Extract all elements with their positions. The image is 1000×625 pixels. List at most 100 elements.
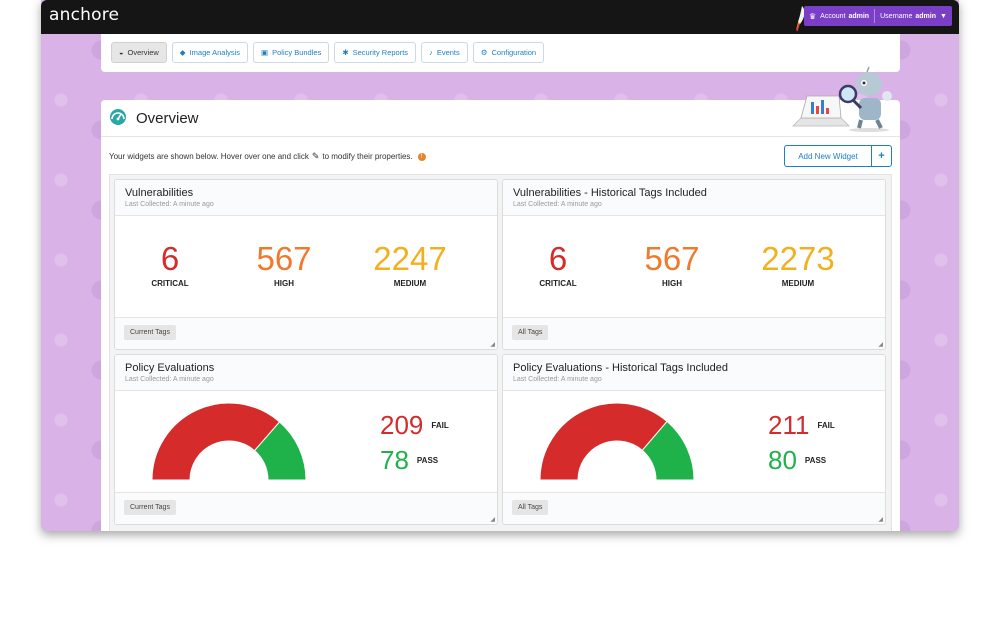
dashboard-icon: ◒: [119, 48, 124, 57]
account-label: Account: [820, 12, 846, 20]
tab-label: Security Reports: [352, 48, 409, 57]
critical-count: 6: [160, 240, 180, 277]
widget-subtitle: Last Collected: A minute ago: [513, 201, 602, 208]
intro-before: Your widgets are shown below. Hover over…: [109, 152, 309, 161]
tab-security-reports[interactable]: ✱ Security Reports: [334, 42, 417, 63]
gauge-fail-segment: [151, 402, 281, 481]
username-label: Username: [880, 12, 913, 20]
fail-count: 209: [380, 410, 424, 440]
resize-handle-icon[interactable]: ◢: [490, 517, 495, 523]
widget-footer: All Tags: [503, 492, 885, 524]
medium-count: 2247: [373, 240, 447, 277]
widget-subtitle: Last Collected: A minute ago: [125, 376, 214, 383]
metric-critical: 6 CRITICAL: [120, 240, 220, 288]
resize-handle-icon[interactable]: ◢: [878, 342, 883, 348]
intro-after: to modify their properties.: [322, 152, 413, 161]
edit-icon: ✎: [311, 151, 320, 161]
widget-footer: All Tags: [503, 317, 885, 349]
account-segment[interactable]: ♛ Account admin: [804, 6, 874, 26]
widget-subtitle: Last Collected: A minute ago: [125, 201, 214, 208]
account-menu[interactable]: ♛ Account admin Username admin ▼: [804, 6, 952, 26]
tab-label: Configuration: [491, 48, 537, 57]
widget-title: Policy Evaluations - Historical Tags Inc…: [513, 362, 729, 374]
page-title: Overview: [136, 110, 199, 127]
widget-policy-evaluations[interactable]: Policy Evaluations Last Collected: A min…: [114, 354, 498, 525]
high-count: 567: [256, 240, 312, 277]
pass-metric: 78 PASS: [380, 446, 490, 474]
username-value: admin: [915, 12, 937, 20]
plus-icon: +: [871, 146, 891, 166]
widget-footer: Current Tags: [115, 492, 497, 524]
tab-label: Image Analysis: [189, 48, 241, 57]
policy-historical-gauge-chart: [539, 402, 695, 481]
pass-count: 80: [768, 445, 797, 475]
bug-icon: ✱: [342, 48, 349, 57]
tab-policy-bundles[interactable]: ▣ Policy Bundles: [253, 42, 330, 63]
metric-critical: 6 CRITICAL: [508, 240, 608, 288]
widget-title: Policy Evaluations: [125, 362, 215, 374]
gauge-pass-segment: [253, 421, 307, 481]
tab-overview[interactable]: ◒ Overview: [111, 42, 167, 63]
fail-metric: 211 FAIL: [768, 411, 878, 439]
tab-label: Events: [436, 48, 460, 57]
add-new-widget-button[interactable]: Add New Widget +: [784, 145, 892, 167]
app-window: anchore ♛ Account admin Username admin ▼…: [41, 0, 959, 531]
resize-handle-icon[interactable]: ◢: [878, 517, 883, 523]
widget-title: Vulnerabilities - Historical Tags Includ…: [513, 187, 707, 199]
pass-label: PASS: [416, 455, 439, 465]
fail-count: 211: [768, 410, 810, 440]
account-value: admin: [848, 12, 870, 20]
gauge-pass-segment: [641, 420, 695, 481]
widgets-grid: Vulnerabilities Last Collected: A minute…: [109, 174, 892, 531]
critical-label: CRITICAL: [151, 279, 189, 288]
widget-header: Policy Evaluations - Historical Tags Inc…: [503, 355, 885, 391]
username-segment[interactable]: Username admin ▼: [875, 6, 952, 26]
medium-count: 2273: [761, 240, 835, 277]
widget-policy-evaluations-historical[interactable]: Policy Evaluations - Historical Tags Inc…: [502, 354, 886, 525]
metric-high: 567 HIGH: [622, 240, 722, 288]
pass-count: 78: [380, 445, 409, 475]
user-icon: ♛: [809, 11, 817, 21]
fail-label: FAIL: [817, 420, 835, 430]
resize-handle-icon[interactable]: ◢: [490, 342, 495, 348]
metric-medium: 2273 MEDIUM: [748, 240, 848, 288]
widget-header: Policy Evaluations Last Collected: A min…: [115, 355, 497, 391]
account-divider: [874, 9, 876, 23]
overview-card: Overview Your widgets are: [101, 66, 900, 531]
tag-filter-badge[interactable]: All Tags: [512, 325, 549, 340]
widget-title: Vulnerabilities: [125, 187, 194, 199]
overview-header: Overview: [101, 66, 900, 137]
high-count: 567: [644, 240, 700, 277]
tab-label: Policy Bundles: [272, 48, 322, 57]
tab-image-analysis[interactable]: ◆ Image Analysis: [171, 42, 249, 63]
brand-logo[interactable]: anchore: [49, 5, 120, 25]
fail-label: FAIL: [431, 420, 449, 430]
rocket-icon: [796, 6, 805, 32]
info-icon[interactable]: !: [417, 152, 426, 161]
widget-vulnerabilities-historical[interactable]: Vulnerabilities - Historical Tags Includ…: [502, 179, 886, 350]
tab-configuration[interactable]: ⚙ Configuration: [472, 42, 545, 63]
critical-label: CRITICAL: [539, 279, 577, 288]
tabs-card: ◒ Overview ◆ Image Analysis ▣ Policy Bun…: [101, 34, 900, 72]
high-label: HIGH: [662, 279, 682, 288]
bell-icon: ♪: [429, 48, 433, 57]
gauge-fail-segment: [539, 402, 668, 481]
add-widget-label: Add New Widget: [798, 151, 858, 161]
tab-events[interactable]: ♪ Events: [421, 42, 468, 63]
pass-label: PASS: [804, 455, 827, 465]
tag-filter-badge[interactable]: All Tags: [512, 500, 549, 515]
tag-filter-badge[interactable]: Current Tags: [124, 500, 176, 515]
widget-vulnerabilities[interactable]: Vulnerabilities Last Collected: A minute…: [114, 179, 498, 350]
widget-header: Vulnerabilities Last Collected: A minute…: [115, 180, 497, 216]
tab-bar: ◒ Overview ◆ Image Analysis ▣ Policy Bun…: [111, 42, 545, 63]
metric-medium: 2247 MEDIUM: [360, 240, 460, 288]
tag-filter-badge[interactable]: Current Tags: [124, 325, 176, 340]
tab-label: Overview: [127, 48, 159, 57]
medium-label: MEDIUM: [781, 279, 815, 288]
dashboard-icon: [110, 109, 126, 125]
top-navbar: anchore ♛ Account admin Username admin ▼: [41, 0, 959, 34]
widget-subtitle: Last Collected: A minute ago: [513, 376, 602, 383]
metric-high: 567 HIGH: [234, 240, 334, 288]
medium-label: MEDIUM: [393, 279, 427, 288]
intro-text: Your widgets are shown below. Hover over…: [109, 151, 426, 162]
